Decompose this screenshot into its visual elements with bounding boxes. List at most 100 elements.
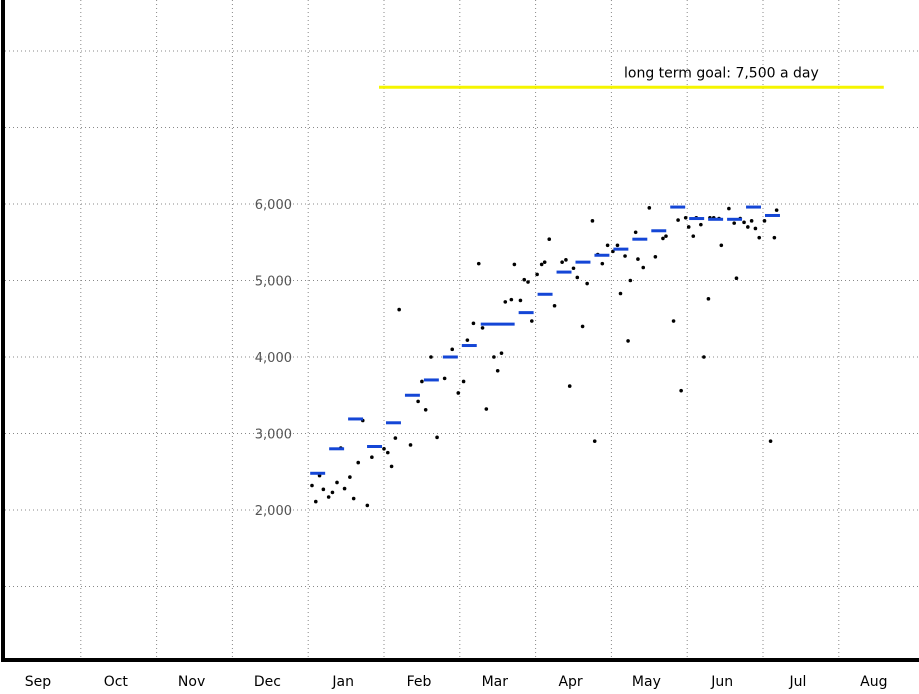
data-point (416, 399, 420, 404)
x-tick-label: Sep (25, 674, 52, 690)
x-tick-label: May (632, 674, 661, 690)
data-point (719, 243, 724, 248)
data-point (757, 235, 762, 240)
data-point (618, 291, 623, 296)
data-point (450, 347, 455, 352)
data-point (679, 388, 683, 393)
data-point (742, 220, 746, 225)
data-point (465, 338, 470, 342)
data-point (734, 276, 739, 281)
data-point (522, 277, 527, 282)
data-point (671, 319, 676, 323)
data-point (772, 235, 777, 240)
data-point (633, 230, 638, 235)
data-point (397, 307, 401, 312)
data-point (567, 384, 572, 388)
data-point (471, 321, 476, 326)
data-point (495, 368, 500, 373)
data-point (552, 303, 557, 308)
data-point (590, 219, 595, 223)
data-point (683, 215, 688, 220)
data-point (575, 275, 580, 280)
data-point (691, 234, 696, 238)
data-point (615, 243, 620, 248)
data-point (326, 495, 331, 499)
data-point (476, 261, 481, 266)
data-point (641, 265, 646, 270)
data-point (768, 439, 773, 443)
axes (1, 0, 919, 662)
data-point (518, 298, 523, 303)
data-point (732, 221, 736, 225)
data-point (592, 439, 597, 443)
data-point (702, 355, 706, 359)
y-tick-label: 4,000 (255, 351, 292, 366)
data-point (746, 225, 750, 229)
data-point (310, 483, 314, 488)
data-point (676, 218, 680, 222)
data-point (727, 206, 731, 211)
data-point (547, 237, 552, 241)
data-point (571, 266, 576, 271)
data-point (351, 496, 356, 501)
grid-lines (5, 0, 919, 660)
data-point (393, 436, 398, 440)
data-point (535, 272, 539, 277)
goal-label: long term goal: 7,500 a day (624, 65, 819, 81)
x-tick-label: Apr (558, 674, 582, 690)
x-tick-label: Jul (789, 674, 807, 690)
data-point (365, 503, 370, 508)
data-point (564, 258, 568, 262)
x-tick-label: Jan (331, 674, 354, 690)
data-point (526, 280, 530, 284)
data-point (429, 355, 433, 359)
y-tick-label: 2,000 (255, 504, 292, 519)
data-point (435, 435, 439, 440)
data-point (699, 222, 703, 227)
data-point (749, 219, 754, 223)
data-point (512, 262, 517, 267)
data-point (382, 447, 386, 451)
data-point (530, 319, 534, 323)
data-point (542, 260, 547, 264)
data-point (461, 379, 466, 384)
data-point (774, 208, 779, 212)
data-point (499, 351, 504, 355)
data-point (762, 219, 767, 223)
data-point (539, 262, 544, 267)
data-point (330, 490, 335, 495)
data-point (636, 257, 640, 261)
data-point (420, 379, 424, 384)
data-point (628, 278, 633, 283)
data-point (560, 260, 564, 264)
x-tick-label: Nov (178, 674, 205, 690)
data-point (456, 391, 461, 395)
data-point (313, 499, 318, 504)
data-point (484, 407, 489, 411)
x-tick-label: Dec (254, 674, 281, 690)
data-point (385, 450, 390, 455)
data-point (653, 254, 658, 259)
x-tick-label: Mar (482, 674, 509, 690)
data-point (626, 339, 630, 343)
data-point (686, 225, 691, 229)
data-point (664, 234, 668, 238)
data-point (389, 464, 394, 469)
data-point (480, 326, 485, 330)
data-point (647, 206, 652, 210)
x-axis-labels: Sep Oct Nov Dec Jan Feb Mar Apr May Jun Jul Aug (25, 674, 888, 690)
x-tick-label: Jun (710, 674, 733, 690)
goal-group: long term goal: 7,500 a day (379, 65, 884, 89)
data-point (503, 300, 508, 304)
data-point (348, 475, 352, 479)
y-tick-label: 5,000 (255, 275, 292, 290)
data-point (509, 297, 514, 302)
data-point (335, 480, 339, 485)
data-point (423, 407, 428, 412)
data-point (661, 236, 665, 241)
x-tick-label: Feb (407, 674, 432, 690)
data-point (605, 243, 610, 248)
data-point (356, 460, 361, 465)
daily-points (310, 206, 779, 508)
